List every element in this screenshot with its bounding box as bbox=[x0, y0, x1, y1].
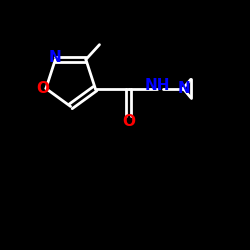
Text: N: N bbox=[49, 50, 62, 65]
Text: O: O bbox=[36, 81, 50, 96]
Text: O: O bbox=[122, 114, 135, 129]
Text: NH: NH bbox=[144, 78, 170, 93]
Text: N: N bbox=[178, 81, 191, 96]
